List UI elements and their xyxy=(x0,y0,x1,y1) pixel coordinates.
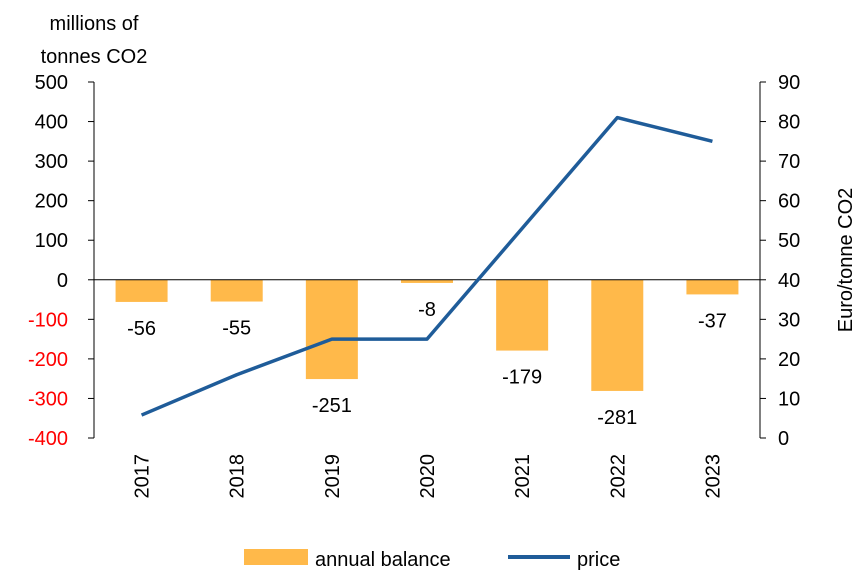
left-axis-title-line-2: tonnes CO2 xyxy=(41,46,148,68)
left-tick-label: 100 xyxy=(35,230,68,252)
category-label-2017: 2017 xyxy=(132,454,154,499)
category-label-2021: 2021 xyxy=(512,454,534,499)
left-tick-label: 500 xyxy=(35,72,68,94)
right-tick-label: 20 xyxy=(778,349,800,371)
legend-label-annual-balance: annual balance xyxy=(315,549,451,571)
right-tick-label: 70 xyxy=(778,151,800,173)
left-tick-label: 300 xyxy=(35,151,68,173)
left-axis-title: millions of tonnes CO2 xyxy=(41,13,148,68)
data-label-2019: -251 xyxy=(312,395,352,417)
right-tick-label: 90 xyxy=(778,72,800,94)
category-label-2022: 2022 xyxy=(607,454,629,499)
right-tick-label: 30 xyxy=(778,309,800,331)
bar-2020 xyxy=(401,279,453,283)
price-line xyxy=(140,115,713,417)
left-axis-title-line-1: millions of xyxy=(50,13,139,35)
category-labels: 2017 2018 2019 2020 2021 2022 2023 xyxy=(132,454,725,499)
right-tick-label: 80 xyxy=(778,112,800,134)
bar-2022 xyxy=(591,279,644,391)
left-tick-label: 200 xyxy=(35,191,68,213)
right-tick-label: 0 xyxy=(778,428,789,450)
axes xyxy=(93,82,761,438)
bar-series xyxy=(115,279,739,391)
category-label-2018: 2018 xyxy=(227,454,249,499)
data-labels: -56 -55 -251 -8 -179 -281 -37 xyxy=(127,299,727,429)
data-label-2020: -8 xyxy=(418,299,436,321)
left-tick-label: 400 xyxy=(35,112,68,134)
legend-label-price: price xyxy=(577,549,620,571)
price-line-series xyxy=(140,115,713,417)
left-tick-label: 0 xyxy=(57,270,68,292)
left-axis-ticks: 500 400 300 200 100 0 -100 -200 -300 -400 xyxy=(28,72,94,450)
category-label-2019: 2019 xyxy=(322,454,344,499)
bar-2023 xyxy=(686,279,739,295)
data-label-2021: -179 xyxy=(502,367,542,389)
bar-2018 xyxy=(210,279,263,302)
right-axis-title: Euro/tonne CO2 xyxy=(835,188,857,333)
right-tick-label: 50 xyxy=(778,230,800,252)
data-label-2022: -281 xyxy=(597,407,637,429)
data-label-2023: -37 xyxy=(698,310,727,332)
right-axis-ticks: 90 80 70 60 50 40 30 20 10 0 xyxy=(760,72,800,450)
legend: annual balance price xyxy=(244,549,620,571)
left-tick-label: -200 xyxy=(28,349,68,371)
bar-2019 xyxy=(305,279,358,380)
data-label-2017: -56 xyxy=(127,318,156,340)
left-tick-label: -400 xyxy=(28,428,68,450)
left-tick-label: -100 xyxy=(28,309,68,331)
legend-swatch-annual-balance xyxy=(244,549,308,565)
data-label-2018: -55 xyxy=(222,318,251,340)
left-tick-label: -300 xyxy=(28,388,68,410)
category-label-2023: 2023 xyxy=(702,454,724,499)
bar-2021 xyxy=(496,279,549,351)
category-label-2020: 2020 xyxy=(417,454,439,499)
bar-2017 xyxy=(115,279,168,302)
right-tick-label: 10 xyxy=(778,388,800,410)
right-tick-label: 60 xyxy=(778,191,800,213)
right-tick-label: 40 xyxy=(778,270,800,292)
